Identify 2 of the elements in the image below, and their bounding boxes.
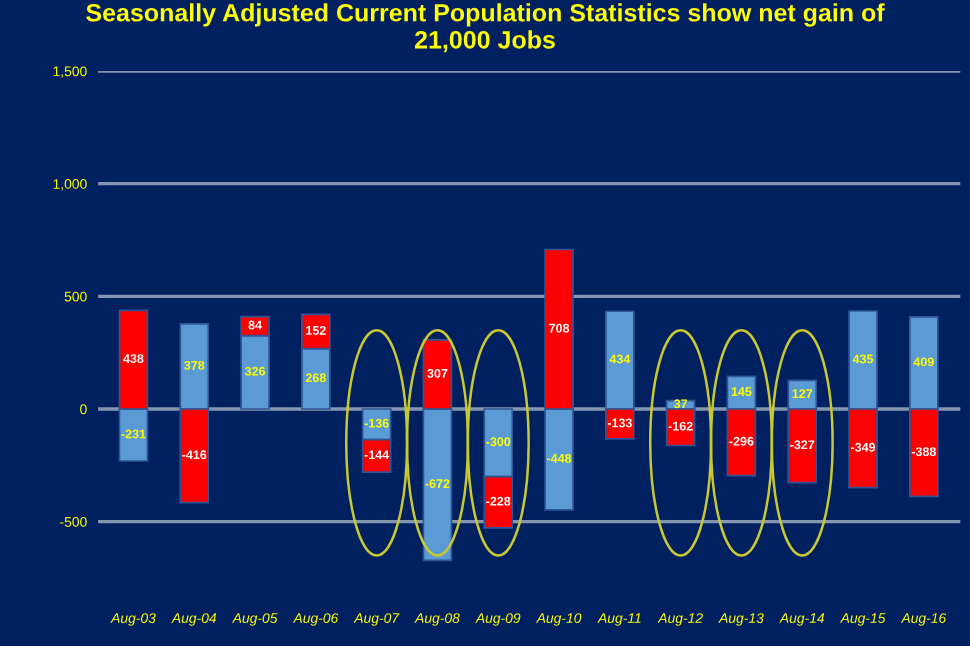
- chart-title: Seasonally Adjusted Current Population Statistics show net gain of 21,000 Jobs: [86, 3, 885, 53]
- bar: [665, 408, 696, 447]
